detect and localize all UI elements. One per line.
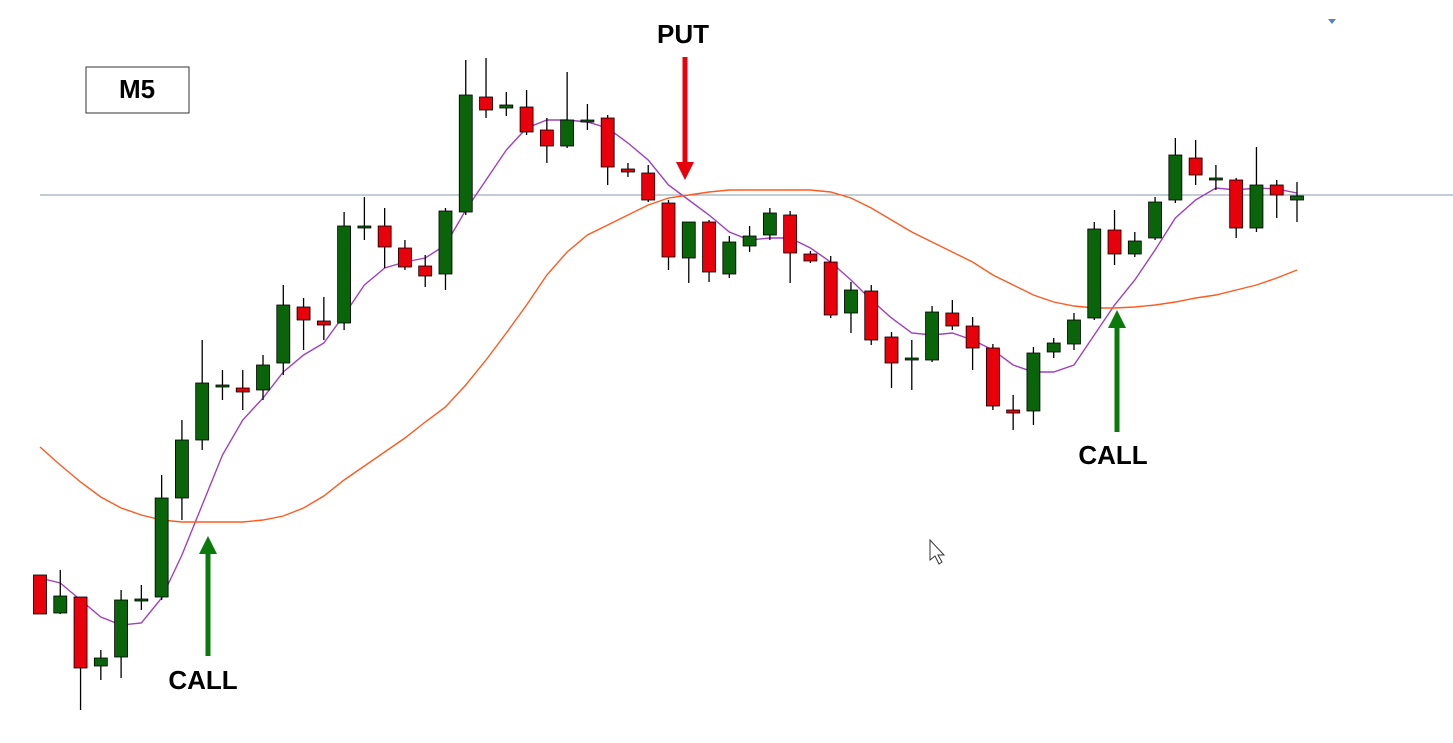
call-label: CALL: [1078, 440, 1147, 470]
candle-body: [743, 236, 756, 246]
candle-body: [561, 120, 574, 146]
candle-body: [54, 596, 67, 613]
candle-body: [1128, 241, 1141, 254]
candle-body: [94, 658, 107, 666]
candle-body: [196, 383, 209, 440]
candle-body: [1189, 158, 1202, 175]
candle-body: [257, 365, 270, 390]
candle-body: [419, 266, 432, 276]
candle-body: [642, 173, 655, 200]
candle-body: [601, 118, 614, 167]
candle-body: [1149, 202, 1162, 238]
candle-body: [155, 498, 168, 597]
candle-body: [621, 169, 634, 172]
call-label: CALL: [168, 665, 237, 695]
candle-body: [723, 242, 736, 274]
candle-body: [277, 305, 290, 363]
candle-body: [297, 307, 310, 320]
candle-body: [175, 440, 188, 498]
candle-body: [804, 254, 817, 261]
candle-body: [1250, 185, 1263, 228]
candle-body: [885, 337, 898, 363]
put-label: PUT: [657, 19, 709, 49]
candle-body: [34, 575, 47, 614]
candle-body: [500, 105, 513, 108]
candle-body: [480, 97, 493, 110]
candle-body: [459, 95, 472, 212]
candle-body: [1169, 155, 1182, 200]
candle-body: [540, 130, 553, 146]
candle-body: [784, 215, 797, 253]
candle-body: [216, 385, 229, 387]
timeframe-label: M5: [119, 74, 155, 104]
candle-body: [115, 600, 128, 657]
candle-body: [1027, 353, 1040, 411]
candle-body: [926, 312, 939, 360]
candle-body: [338, 226, 351, 323]
candle-body: [398, 248, 411, 267]
candle-body: [966, 326, 979, 348]
candle-body: [986, 348, 999, 406]
candle-body: [662, 203, 675, 257]
candle-body: [1230, 180, 1243, 228]
candle-body: [1270, 185, 1283, 195]
candle-body: [358, 226, 371, 228]
candle-body: [135, 599, 148, 601]
candle-body: [1088, 229, 1101, 318]
candle-body: [1067, 320, 1080, 344]
candle-body: [1047, 343, 1060, 352]
candle-body: [317, 321, 330, 325]
candle-body: [905, 358, 918, 360]
candle-body: [439, 211, 452, 274]
candle-body: [520, 107, 533, 132]
candle-body: [236, 388, 249, 392]
candle-body: [581, 120, 594, 122]
candle-body: [1108, 230, 1121, 254]
candle-body: [865, 291, 878, 340]
candle-body: [763, 213, 776, 235]
candle-body: [682, 222, 695, 258]
candle-body: [703, 222, 716, 272]
candle-body: [1007, 410, 1020, 413]
candle-body: [824, 262, 837, 315]
candle-body: [378, 226, 391, 247]
candle-body: [1291, 196, 1304, 200]
candle-body: [844, 290, 857, 313]
candle-body: [1209, 178, 1222, 180]
candle-body: [74, 597, 87, 668]
candle-body: [946, 313, 959, 326]
